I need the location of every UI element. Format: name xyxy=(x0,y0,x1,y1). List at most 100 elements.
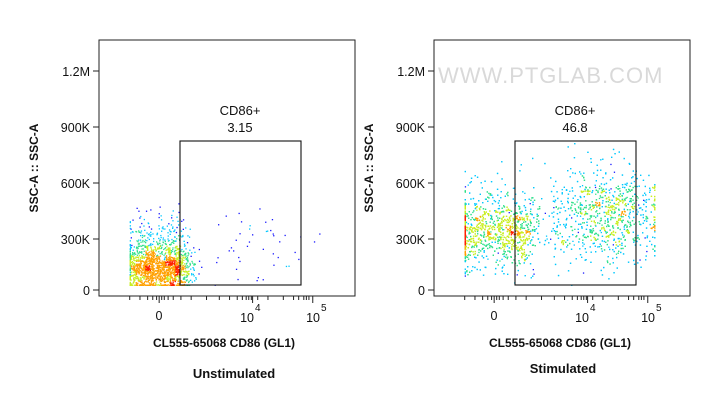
event-dot xyxy=(613,238,615,240)
event-dot xyxy=(175,277,177,279)
x-tick-label-1e4: 10 xyxy=(240,311,254,325)
event-dot xyxy=(165,272,167,274)
event-dot xyxy=(161,284,163,286)
event-dot xyxy=(468,253,470,256)
event-dot xyxy=(473,253,475,256)
event-dot xyxy=(654,195,656,198)
event-dot xyxy=(621,244,623,246)
event-dot xyxy=(499,260,501,262)
event-dot xyxy=(134,269,136,271)
event-dot xyxy=(511,238,513,241)
event-dot xyxy=(135,253,137,255)
event-dot xyxy=(158,216,160,219)
event-dot xyxy=(506,245,509,247)
event-dot xyxy=(575,258,577,260)
event-dot xyxy=(137,247,139,250)
event-dot xyxy=(150,254,152,257)
event-dot xyxy=(147,275,149,277)
event-dot xyxy=(559,211,561,214)
event-dot xyxy=(532,197,534,199)
event-dot xyxy=(277,256,279,259)
event-dot xyxy=(198,273,200,275)
event-dot xyxy=(174,273,176,275)
event-dot xyxy=(626,226,628,228)
event-dot xyxy=(471,270,473,272)
event-dot xyxy=(480,234,482,236)
event-dot xyxy=(566,246,568,248)
event-dot xyxy=(180,271,182,274)
event-dot xyxy=(523,243,525,245)
event-dot xyxy=(492,222,494,224)
event-dot xyxy=(646,216,648,218)
event-dot xyxy=(597,190,599,192)
event-dot xyxy=(158,228,160,230)
event-dot xyxy=(623,210,626,212)
event-dot xyxy=(193,263,195,265)
event-dot xyxy=(478,241,480,243)
event-dot xyxy=(533,199,536,201)
event-dot xyxy=(174,275,176,277)
event-dot xyxy=(184,256,187,259)
event-dot xyxy=(181,263,183,265)
event-dot xyxy=(130,246,132,248)
event-dot xyxy=(632,170,634,172)
event-dot xyxy=(160,270,162,273)
event-dot xyxy=(654,186,656,189)
event-dot xyxy=(551,212,553,214)
event-dot xyxy=(180,268,182,270)
event-dot xyxy=(503,243,506,245)
event-dot xyxy=(467,240,469,242)
event-dot xyxy=(524,240,526,242)
event-dot xyxy=(610,188,612,190)
y-tick-label: 1.2M xyxy=(62,65,90,79)
event-dot xyxy=(161,280,163,282)
event-dot xyxy=(589,204,591,206)
panel-2-dots xyxy=(464,143,656,286)
event-dot xyxy=(136,273,138,275)
event-dot xyxy=(136,207,138,209)
event-dot xyxy=(603,183,606,186)
event-dot xyxy=(601,189,603,191)
event-dot xyxy=(186,256,189,258)
event-dot xyxy=(543,243,546,246)
event-dot xyxy=(471,231,473,233)
event-dot xyxy=(158,264,160,267)
event-dot xyxy=(136,283,138,286)
event-dot xyxy=(502,220,505,222)
event-dot xyxy=(148,259,150,262)
event-dot xyxy=(625,214,627,216)
event-dot xyxy=(552,216,555,218)
event-dot xyxy=(153,274,155,276)
event-dot xyxy=(165,243,167,245)
event-dot xyxy=(147,284,150,286)
event-dot xyxy=(176,267,178,269)
event-dot xyxy=(579,186,581,188)
event-dot xyxy=(176,249,178,251)
event-dot xyxy=(517,269,519,272)
event-dot xyxy=(636,177,638,180)
event-dot xyxy=(619,187,621,190)
event-dot xyxy=(189,249,191,251)
event-dot xyxy=(145,284,147,286)
event-dot xyxy=(145,280,147,282)
event-dot xyxy=(585,205,587,207)
event-dot xyxy=(483,233,486,236)
event-dot xyxy=(497,217,499,219)
event-dot xyxy=(511,223,513,225)
event-dot xyxy=(165,270,167,272)
event-dot xyxy=(181,281,183,284)
event-dot xyxy=(157,276,159,278)
event-dot xyxy=(157,277,159,279)
event-dot xyxy=(137,270,139,272)
event-dot xyxy=(508,242,510,244)
event-dot xyxy=(553,185,555,187)
event-dot xyxy=(533,187,535,189)
event-dot xyxy=(152,283,154,285)
event-dot xyxy=(597,233,599,236)
event-dot xyxy=(174,260,177,262)
event-dot xyxy=(476,224,478,226)
event-dot xyxy=(464,224,466,226)
event-dot xyxy=(642,232,644,234)
event-dot xyxy=(137,245,140,247)
event-dot xyxy=(164,242,166,245)
